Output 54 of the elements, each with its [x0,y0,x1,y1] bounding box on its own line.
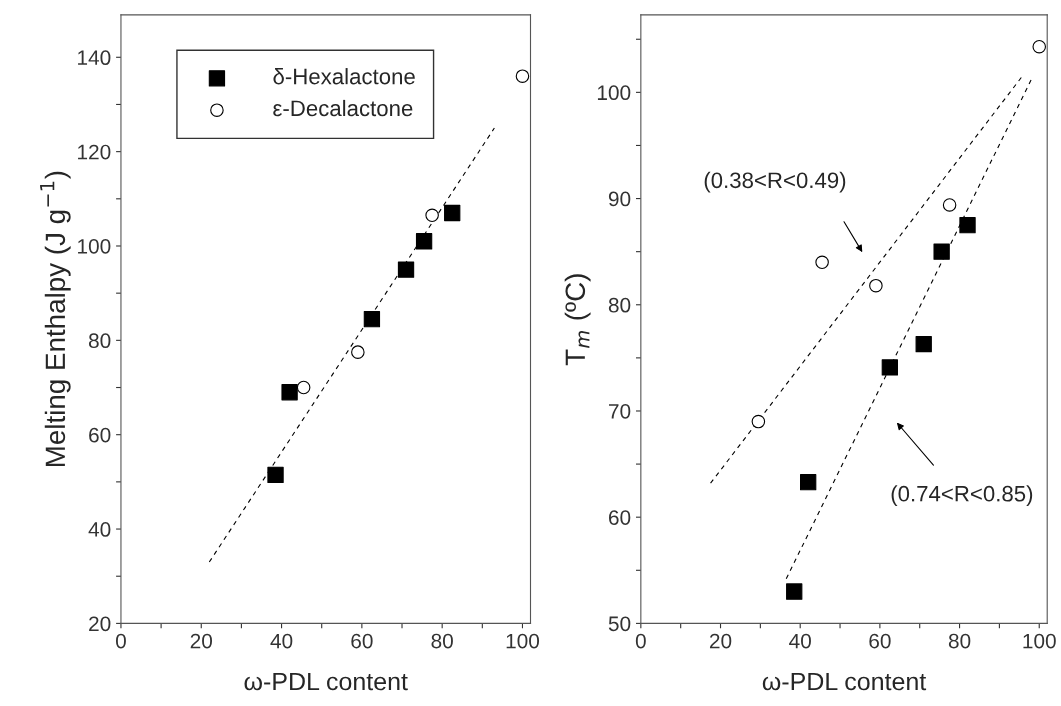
point [915,335,932,353]
x-tick-label: 40 [270,633,293,649]
point [425,208,439,223]
point [933,243,950,260]
point [959,216,976,234]
x-tick-label: 0 [635,633,646,649]
x-tick-label: 20 [190,633,213,649]
point [942,198,957,212]
point [351,345,365,359]
point [281,384,298,401]
y-tick-label: 90 [608,191,631,207]
point [363,310,381,328]
y-tick-label: 100 [597,85,631,101]
x-tick-label: 60 [869,633,891,649]
x-tick-label: 80 [431,633,453,649]
y-tick-label: 120 [78,144,111,160]
point [444,204,461,222]
y-tick-label: 80 [608,297,631,313]
x-tick-label: 0 [115,633,126,649]
x-axis-title: ω-PDL content [762,672,927,691]
point [1032,39,1047,54]
point [869,278,883,293]
annotation: (0.74<R<0.85) [891,485,1033,506]
y-tick-label: 140 [78,50,111,66]
point [296,380,311,395]
y-axis-title: Melting Enthalpy (J g$^{−1}$) [40,171,71,466]
y-tick-label: 80 [88,333,111,349]
point [815,255,829,270]
y-tick-label: 70 [609,403,631,419]
point [751,414,766,429]
y-axis-title: T$_{m}$ (ºC) [564,274,591,366]
y-tick-label: 40 [88,522,111,537]
x-tick-label: 80 [948,633,971,649]
point [415,233,433,250]
point [800,473,817,491]
point [881,359,899,376]
annotation: (0.38<R<0.49) [704,171,846,193]
point [515,69,530,83]
y-tick-label: 50 [608,616,631,632]
y-tick-label: 60 [89,427,111,443]
x-tick-label: 20 [709,633,732,649]
y-tick-label: 100 [78,238,111,254]
x-tick-label: 60 [351,633,373,649]
legend-label: δ-Hexalactone [273,68,415,85]
x-tick-label: 100 [1023,633,1056,649]
legend-label: ε-Decalactone [273,99,413,117]
point [267,466,284,483]
x-tick-label: 100 [506,633,540,649]
x-axis-title: ω-PDL content [244,672,408,691]
y-tick-label: 20 [89,616,111,632]
x-tick-label: 40 [789,633,811,649]
point [786,583,803,600]
y-tick-label: 60 [609,510,631,525]
point [397,261,415,278]
